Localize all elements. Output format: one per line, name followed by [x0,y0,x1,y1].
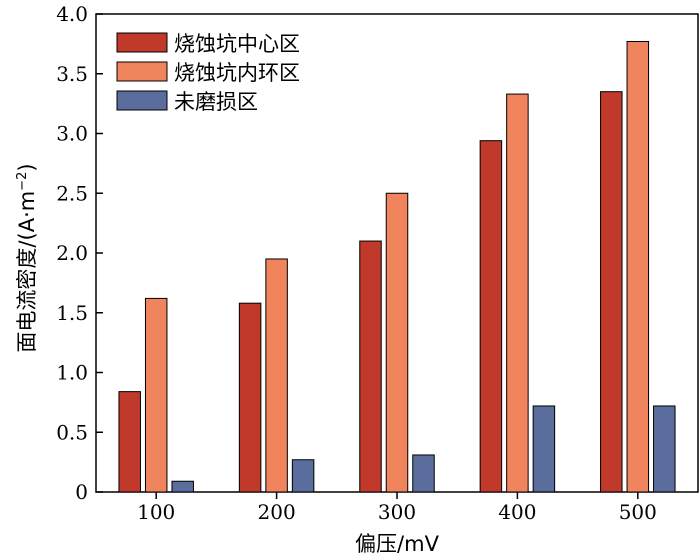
y-tick-label: 4.0 [56,2,88,26]
y-axis-title-exponent: −2 [15,172,30,191]
y-axis-title-end: ) [15,163,39,171]
bar [479,140,503,493]
bar [626,40,650,493]
bar [238,302,262,493]
x-tick-label: 400 [498,500,536,524]
x-tick-label: 500 [619,500,657,524]
y-axis-ticks: 0 0.5 1.0 1.5 2.0 2.5 3.0 3.5 4.0 [56,2,103,504]
legend-label: 未磨损区 [174,90,258,114]
y-tick-label: 0.5 [56,420,88,444]
y-tick-label: 0 [75,480,88,504]
y-tick-label: 1.5 [56,301,88,325]
y-tick-label: 3.0 [56,122,88,146]
legend-label: 烧蚀坑内环区 [174,61,300,85]
x-tick-label: 200 [258,500,296,524]
y-axis-title-main: 面电流密度/(A·m [15,191,39,353]
bar [653,405,676,493]
x-axis-ticks: 100 200 300 400 500 [137,492,657,524]
x-axis-title: 偏压/mV [355,532,440,556]
bar [506,93,529,493]
y-tick-label: 2.5 [56,181,88,205]
bar [144,297,168,493]
bars [118,40,676,493]
bar [532,405,556,493]
y-tick-label: 3.5 [56,62,88,86]
bar [385,192,409,493]
x-tick-label: 100 [137,500,175,524]
legend-swatch [116,61,168,82]
bar [359,240,382,493]
legend-label: 烧蚀坑中心区 [174,32,300,56]
y-tick-label: 1.0 [56,361,88,385]
legend-swatch [116,90,168,111]
bar [265,258,288,493]
bar [171,480,194,493]
y-axis-title: 面电流密度/(A·m−2) [15,163,39,352]
bar [291,459,315,493]
bar [118,391,141,493]
y-tick-label: 2.0 [56,241,88,265]
bar [412,454,435,493]
bar [600,91,623,493]
legend-swatch [116,32,168,53]
x-tick-label: 300 [378,500,416,524]
